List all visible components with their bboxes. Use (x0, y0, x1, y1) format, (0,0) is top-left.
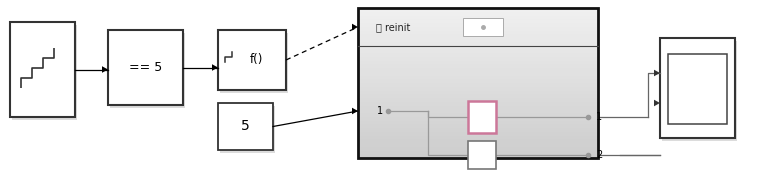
Bar (358, 49, 598, 54)
Polygon shape (654, 70, 660, 76)
Bar (468, 141, 496, 169)
Bar (358, 83, 598, 87)
Text: f(): f() (249, 54, 263, 66)
Text: 5: 5 (241, 120, 250, 134)
Bar (358, 87, 598, 91)
Bar (358, 102, 598, 106)
Bar (358, 30, 598, 35)
Bar (10, 22, 75, 117)
Bar (218, 30, 286, 90)
Bar (662, 41, 737, 141)
Bar (358, 61, 598, 65)
Bar (358, 46, 598, 50)
Bar (358, 16, 598, 20)
Bar (463, 18, 503, 36)
Bar (358, 98, 598, 102)
Bar (218, 103, 273, 150)
Bar (358, 68, 598, 72)
Bar (668, 54, 727, 124)
Bar (358, 27, 598, 31)
Bar (358, 139, 598, 144)
Text: 1: 1 (596, 112, 602, 122)
Polygon shape (352, 24, 358, 30)
Bar (358, 38, 598, 42)
Bar (12, 25, 77, 120)
Bar (358, 154, 598, 159)
Bar (358, 106, 598, 110)
Bar (358, 117, 598, 121)
Bar (358, 23, 598, 27)
Bar (358, 8, 598, 12)
Bar (358, 42, 598, 46)
Bar (358, 57, 598, 61)
Bar (358, 147, 598, 151)
Bar (358, 121, 598, 125)
Bar (358, 12, 598, 16)
Bar (110, 33, 185, 108)
Polygon shape (352, 108, 358, 114)
Bar (358, 128, 598, 132)
Bar (358, 150, 598, 155)
Text: ⏻ reinit: ⏻ reinit (376, 22, 410, 32)
Polygon shape (212, 64, 218, 71)
Polygon shape (102, 66, 108, 73)
Bar (358, 135, 598, 140)
Bar (358, 64, 598, 68)
Bar (358, 113, 598, 117)
Bar (358, 19, 598, 23)
Bar (358, 132, 598, 136)
Polygon shape (654, 100, 660, 106)
Bar (108, 30, 183, 105)
Bar (358, 109, 598, 114)
Bar (358, 34, 598, 38)
Bar (220, 106, 275, 153)
Bar (358, 8, 598, 158)
Bar (358, 75, 598, 80)
Bar (358, 79, 598, 83)
Text: == 5: == 5 (129, 61, 162, 74)
Text: 1: 1 (377, 106, 383, 116)
Bar (220, 33, 288, 93)
Bar (358, 90, 598, 95)
Bar (660, 38, 735, 138)
Bar (358, 94, 598, 99)
Bar (358, 72, 598, 76)
Bar (358, 124, 598, 128)
Bar (358, 53, 598, 57)
Text: 2: 2 (596, 150, 602, 160)
Bar (468, 101, 496, 133)
Bar (358, 143, 598, 147)
